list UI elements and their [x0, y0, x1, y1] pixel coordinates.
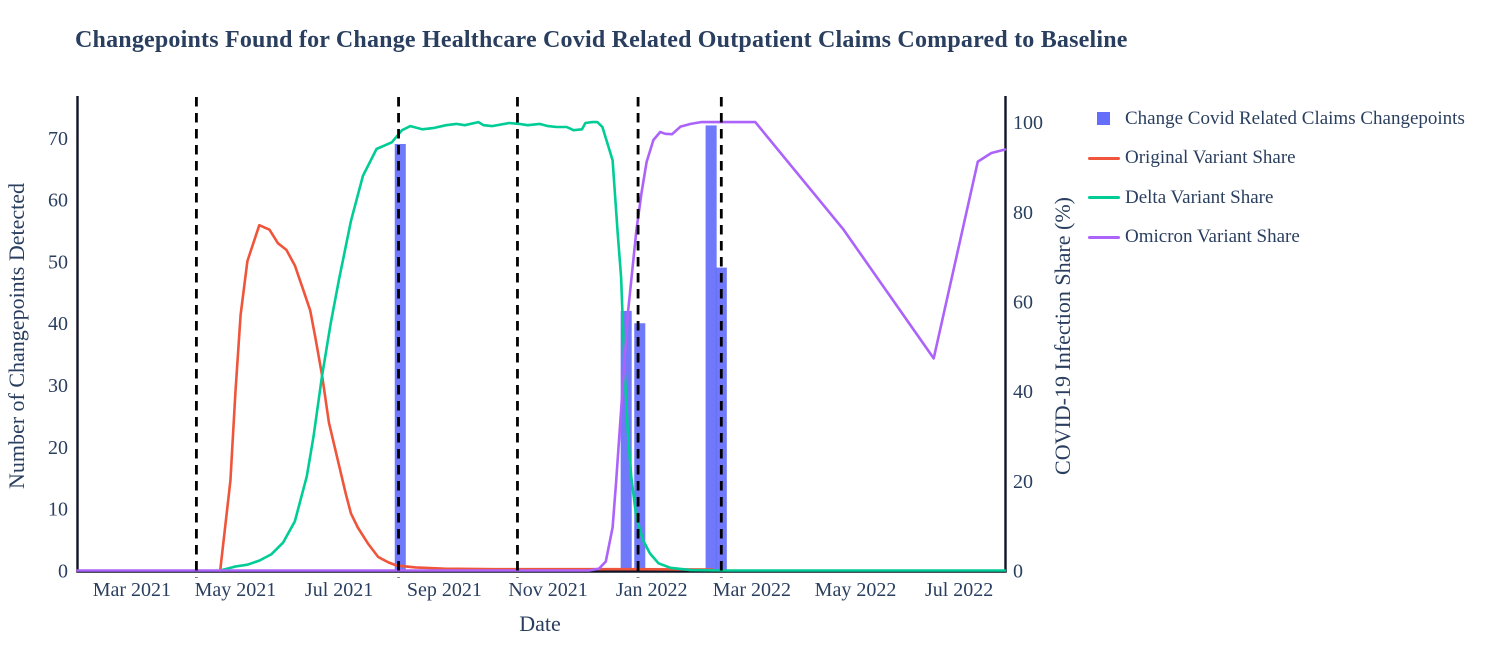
y-right-tick-label: 0	[1013, 561, 1023, 583]
y-right-tick-label: 80	[1013, 202, 1033, 224]
original-variant-line-swatch-icon	[1085, 156, 1125, 160]
legend-label: Change Covid Related Claims Changepoints	[1125, 107, 1465, 129]
x-tick-label: Jan 2022	[616, 579, 688, 601]
x-axis-title: Date	[519, 611, 561, 636]
legend-item-original-variant[interactable]: Original Variant Share	[1085, 139, 1465, 179]
y-right-tick-label: 40	[1013, 381, 1033, 403]
legend-label: Omicron Variant Share	[1125, 226, 1300, 248]
y-left-tick-label: 20	[48, 437, 68, 459]
x-tick-label: Sep 2021	[407, 579, 482, 601]
y-left-tick-label: 30	[48, 375, 68, 397]
x-tick-label: Jul 2022	[925, 579, 993, 601]
y-left-tick-label: 10	[48, 499, 68, 521]
legend-item-omicron-variant[interactable]: Omicron Variant Share	[1085, 218, 1465, 258]
y-right-tick-label: 60	[1013, 291, 1033, 313]
legend-item-delta-variant[interactable]: Delta Variant Share	[1085, 178, 1465, 218]
x-tick-label: May 2021	[195, 579, 277, 601]
y-left-tick-label: 50	[48, 251, 68, 273]
y-right-tick-label: 20	[1013, 471, 1033, 493]
x-tick-label: May 2022	[815, 579, 897, 601]
x-tick-label: Mar 2022	[713, 579, 791, 601]
changepoint-bar	[620, 310, 632, 571]
chart-title: Changepoints Found for Change Healthcare…	[75, 27, 1128, 53]
legend-label: Original Variant Share	[1125, 147, 1296, 169]
changepoints-bar-swatch-icon	[1085, 112, 1125, 126]
legend-label: Delta Variant Share	[1125, 186, 1274, 208]
changepoint-bar	[705, 125, 717, 571]
series-line-original-variant-share	[218, 223, 715, 572]
changepoint-bar	[634, 323, 646, 571]
series-line-omicron-variant-share	[76, 120, 1007, 572]
legend: Change Covid Related Claims Changepoints…	[1085, 99, 1465, 257]
changepoint-dashed-lines	[195, 97, 723, 578]
series-line-delta-variant-share	[218, 120, 1007, 572]
y-axis-left-title: Number of Changepoints Detected	[4, 182, 29, 490]
delta-variant-line-swatch-icon	[1085, 196, 1125, 200]
y-left-tick-label: 40	[48, 313, 68, 335]
x-tick-label: Jul 2021	[305, 579, 373, 601]
legend-item-changepoints[interactable]: Change Covid Related Claims Changepoints	[1085, 99, 1465, 139]
x-tick-label: Nov 2021	[508, 579, 587, 601]
changepoint-bars	[394, 125, 727, 571]
y-left-tick-label: 0	[58, 561, 68, 583]
y-axis-right-title: COVID-19 Infection Share (%)	[1050, 197, 1075, 475]
y-left-tick-label: 60	[48, 190, 68, 212]
y-left-tick-label: 70	[48, 128, 68, 150]
changepoint-bar	[394, 143, 406, 571]
omicron-variant-line-swatch-icon	[1085, 235, 1125, 239]
y-right-tick-label: 100	[1013, 112, 1043, 134]
x-tick-label: Mar 2021	[93, 579, 171, 601]
